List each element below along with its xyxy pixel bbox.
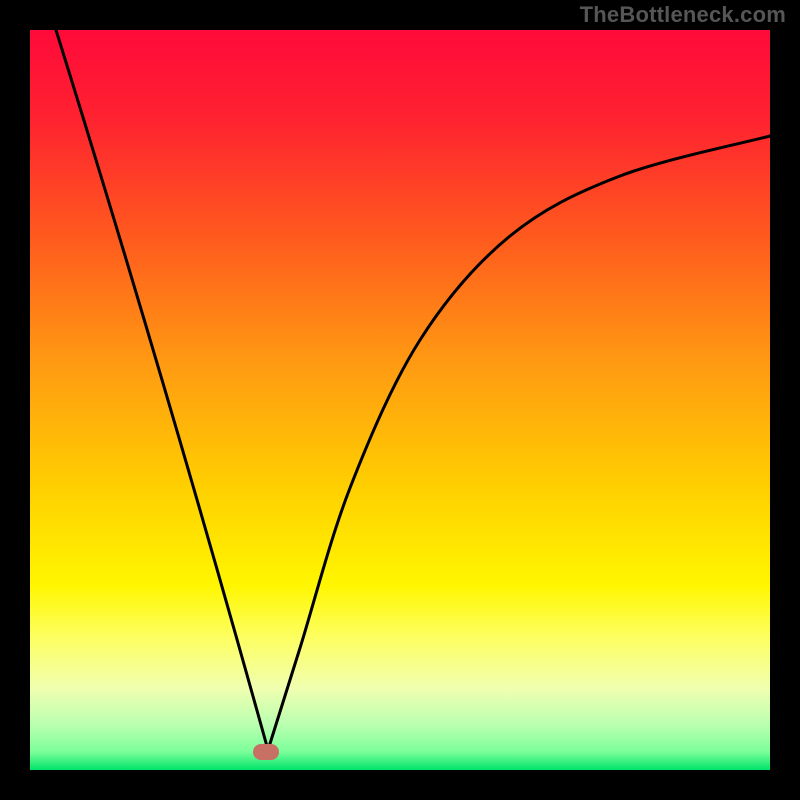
watermark-text: TheBottleneck.com	[580, 2, 786, 28]
min-marker	[253, 744, 279, 760]
chart-frame: TheBottleneck.com	[0, 0, 800, 800]
plot-area	[30, 30, 770, 770]
chart-svg	[0, 0, 800, 800]
